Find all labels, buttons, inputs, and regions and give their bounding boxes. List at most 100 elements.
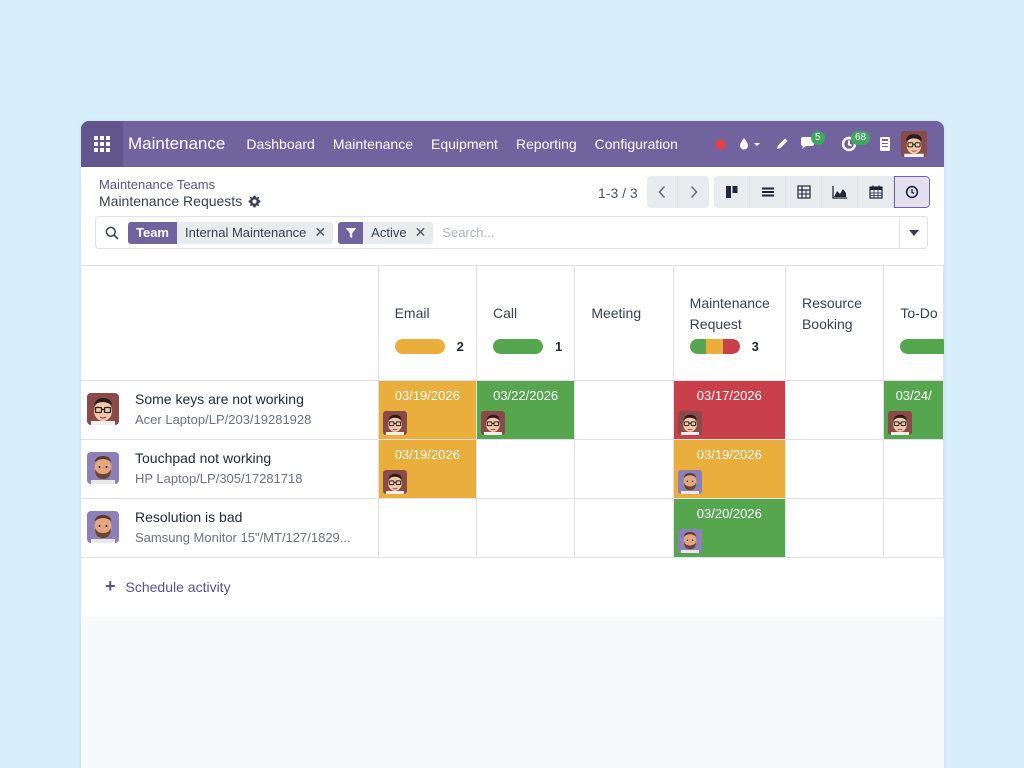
record-name: Some keys are not working: [135, 391, 304, 407]
activity-cell[interactable]: [883, 498, 944, 558]
app-brand[interactable]: Maintenance: [128, 134, 226, 153]
chevron-left-icon: [658, 185, 666, 199]
activity-type-header[interactable]: To-Do: [883, 265, 944, 381]
progress-segment: [492, 339, 543, 354]
activity-cell[interactable]: [883, 439, 944, 499]
kanban-view-button[interactable]: [714, 176, 750, 208]
avatar: [87, 452, 119, 484]
activity-cell[interactable]: 03/19/2026: [377, 439, 477, 499]
activity-cell[interactable]: [784, 380, 885, 440]
breadcrumb-parent[interactable]: Maintenance Teams: [99, 177, 216, 192]
activity-progress[interactable]: [900, 339, 944, 354]
activity-type-header[interactable]: Email 2: [377, 265, 477, 381]
activity-cell[interactable]: [784, 498, 885, 558]
activity-type-title: Call: [492, 305, 518, 321]
avatar: [87, 511, 119, 543]
facet-label: Team: [128, 221, 177, 244]
activity-count: 3: [751, 339, 759, 354]
activity-cell[interactable]: 03/17/2026: [672, 380, 786, 440]
progress-segment: [722, 339, 740, 354]
activity-cell[interactable]: 03/24/: [883, 380, 944, 440]
activity-type-header[interactable]: Resource Booking: [784, 265, 885, 381]
activity-cell[interactable]: [377, 498, 477, 558]
calendar-view-button[interactable]: [858, 176, 894, 208]
progress-segment: [689, 339, 707, 354]
activity-view-button[interactable]: [894, 176, 930, 208]
messages-icon[interactable]: 5: [799, 121, 825, 167]
search-options-toggle[interactable]: [899, 217, 927, 248]
record-cell[interactable]: Resolution is bad Samsung Monitor 15"/MT/…: [81, 498, 379, 558]
pager-next-button[interactable]: [678, 176, 709, 208]
empty-area: [81, 617, 944, 768]
record-reference: HP Laptop/LP/305/17281718: [135, 471, 303, 486]
avatar: [888, 411, 913, 435]
activity-cell[interactable]: [475, 498, 576, 558]
activities-icon[interactable]: 68: [841, 121, 871, 167]
menu-equipment[interactable]: Equipment: [431, 136, 498, 152]
progress-bar: [689, 339, 740, 354]
clock-icon: [905, 185, 919, 199]
activity-date: 03/20/2026: [696, 506, 762, 521]
avatar: [382, 411, 407, 435]
view-switcher: [714, 176, 930, 208]
gear-icon[interactable]: [248, 195, 261, 208]
list-view-button[interactable]: [750, 176, 786, 208]
activity-cell[interactable]: [574, 380, 674, 440]
table-row: Touchpad not working HP Laptop/LP/305/172…: [81, 439, 944, 499]
activity-cell[interactable]: 03/20/2026: [672, 498, 786, 558]
activity-date: 03/17/2026: [696, 388, 762, 403]
messages-badge: 5: [811, 131, 825, 145]
menu-dashboard[interactable]: Dashboard: [246, 136, 315, 152]
avatar: [87, 393, 119, 425]
activity-cell[interactable]: 03/19/2026: [377, 380, 477, 440]
pivot-view-button[interactable]: [786, 176, 822, 208]
activity-cell[interactable]: 03/19/2026: [672, 439, 786, 499]
record-reference: Acer Laptop/LP/203/19281928: [135, 412, 312, 427]
activity-progress[interactable]: 1: [492, 339, 562, 354]
water-drop-icon[interactable]: [739, 121, 761, 167]
activity-cell[interactable]: [574, 439, 674, 499]
activity-cell[interactable]: [784, 439, 885, 499]
activity-type-header[interactable]: Maintenance Request 3: [672, 265, 786, 381]
menu-reporting[interactable]: Reporting: [515, 136, 577, 152]
record-cell[interactable]: Touchpad not working HP Laptop/LP/305/172…: [81, 439, 379, 499]
search-input[interactable]: [442, 225, 883, 240]
search-facet-filter: Active ✕: [338, 221, 434, 244]
record-cell[interactable]: Some keys are not working Acer Laptop/LP/…: [81, 380, 379, 440]
pager-previous-button[interactable]: [647, 176, 678, 208]
facet-remove-icon[interactable]: ✕: [414, 224, 427, 240]
menu-maintenance[interactable]: Maintenance: [332, 136, 414, 152]
pager-buttons: [647, 176, 709, 208]
avatar: [382, 470, 407, 494]
activity-type-header[interactable]: Meeting: [574, 265, 674, 381]
activity-date: 03/24/: [895, 388, 932, 403]
activity-type-title: Email: [394, 305, 430, 321]
phone-icon[interactable]: [879, 121, 891, 167]
graph-view-button[interactable]: [822, 176, 858, 208]
facet-remove-icon[interactable]: ✕: [314, 224, 327, 240]
progress-bar: [900, 339, 944, 354]
activity-type-title: Meeting: [591, 305, 642, 321]
activity-cell[interactable]: [574, 498, 674, 558]
activity-progress[interactable]: 2: [394, 339, 464, 354]
activity-cell[interactable]: 03/22/2026: [475, 380, 576, 440]
progress-bar: [492, 339, 543, 354]
progress-bar: [394, 339, 445, 354]
activity-type-header[interactable]: Call 1: [475, 265, 576, 381]
activity-cell[interactable]: [475, 439, 576, 499]
pager-value[interactable]: 1-3 / 3: [598, 185, 638, 201]
activity-progress[interactable]: 3: [689, 339, 759, 354]
avatar: [677, 411, 702, 435]
pencil-icon[interactable]: [775, 121, 789, 167]
menu-configuration[interactable]: Configuration: [594, 136, 678, 152]
schedule-activity-button[interactable]: + Schedule activity: [105, 576, 231, 597]
activity-date: 03/19/2026: [696, 447, 762, 462]
breadcrumb-current: Maintenance Requests: [99, 193, 261, 209]
caret-down-icon: [908, 229, 919, 236]
activities-badge: 68: [851, 131, 871, 145]
apps-menu-icon[interactable]: [81, 121, 123, 167]
facet-value: Internal Maintenance: [185, 225, 307, 240]
schedule-activity-label: Schedule activity: [125, 578, 231, 595]
recording-icon[interactable]: [715, 121, 739, 167]
user-avatar[interactable]: [901, 131, 927, 157]
